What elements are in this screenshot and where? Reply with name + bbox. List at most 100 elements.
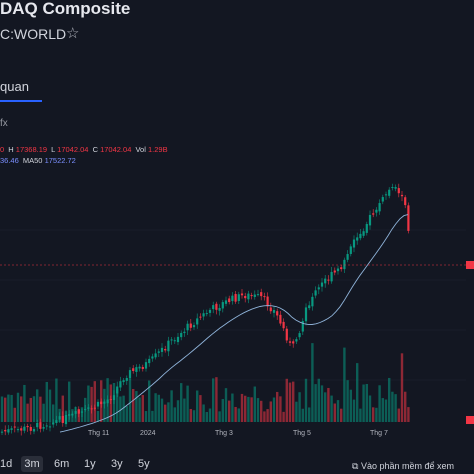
candle-body	[378, 203, 381, 212]
candle-body	[208, 309, 212, 313]
candle-body	[4, 429, 7, 432]
candle-body	[58, 416, 61, 420]
volume-bar	[176, 400, 180, 422]
volume-bar	[160, 398, 164, 422]
star-icon[interactable]: ☆	[66, 25, 80, 42]
candle-body	[240, 293, 244, 296]
external-link[interactable]: ⧉ Vào phần mềm để xem	[352, 461, 454, 472]
volume-bar	[314, 384, 317, 422]
volume-bar	[208, 408, 212, 422]
external-link-icon: ⧉	[352, 461, 359, 471]
volume-bar	[256, 398, 260, 422]
candle-body	[285, 328, 288, 341]
volume-bar	[384, 399, 388, 422]
volume-bar	[141, 395, 144, 422]
volume-bar	[13, 407, 16, 422]
volume-bar	[16, 392, 20, 422]
candle-body	[170, 339, 173, 341]
volume-bar	[394, 394, 397, 422]
candle-body	[349, 246, 352, 254]
range-1d-button[interactable]: 1d	[0, 458, 13, 470]
volume-bar	[0, 396, 4, 422]
volume-bar	[224, 388, 228, 422]
volume-bar	[372, 407, 375, 422]
volume-bar	[343, 347, 346, 422]
x-label-mar: Thg 3	[215, 430, 233, 437]
candle-body	[272, 310, 276, 313]
price-chart[interactable]: Thg 11 2024 Thg 3 Thg 5 Thg 7	[0, 170, 474, 438]
candle-body	[32, 429, 36, 432]
volume-bar	[173, 407, 176, 422]
candle-body	[135, 367, 138, 372]
volume-bar	[336, 400, 340, 422]
volume-bar	[125, 406, 128, 422]
volume-bar	[29, 397, 32, 422]
candle-body	[388, 189, 391, 196]
range-3y-button[interactable]: 3y	[111, 458, 123, 470]
candle-body	[164, 349, 167, 351]
volume-bar	[212, 378, 215, 422]
candle-body	[250, 295, 253, 297]
volume-bar	[221, 399, 224, 422]
candle-body	[192, 325, 196, 328]
candle-body	[71, 413, 74, 416]
volume-bar	[301, 408, 304, 422]
candle-body	[13, 426, 16, 428]
candle-body	[20, 428, 23, 431]
candle-body	[304, 307, 308, 322]
volume-bar	[260, 400, 263, 422]
range-selector: 1d 3m 6m 1y 3y 5y	[0, 456, 474, 474]
candle-body	[324, 278, 327, 284]
candle-body	[189, 323, 192, 328]
candle-body	[167, 340, 170, 352]
candle-body	[279, 314, 282, 324]
candle-body	[327, 279, 330, 281]
candle-body	[308, 305, 311, 309]
volume-bar	[346, 380, 349, 422]
candle-body	[266, 296, 269, 307]
range-6m-button[interactable]: 6m	[54, 458, 70, 470]
volume-bar	[356, 363, 359, 422]
volume-bar	[400, 353, 404, 422]
volume-bar	[298, 392, 301, 422]
candle-body	[42, 427, 45, 429]
candle-body	[397, 188, 400, 194]
volume-bar	[157, 394, 160, 422]
volume-bar	[231, 393, 234, 422]
volume-bar	[324, 392, 327, 422]
volume-bar	[237, 408, 240, 422]
candle-body	[29, 427, 32, 431]
candle-body	[288, 341, 292, 343]
volume-bar	[20, 396, 23, 422]
volume-bar	[205, 411, 208, 422]
volume-bar	[55, 378, 58, 422]
volume-bar	[266, 409, 269, 422]
volume-bar	[87, 385, 90, 422]
candle-body	[119, 381, 122, 388]
candle-body	[64, 415, 68, 425]
low-value: 17042.04	[57, 145, 89, 154]
candle-body	[215, 303, 218, 310]
volume-bar	[68, 381, 71, 422]
volume-bar	[320, 385, 324, 422]
range-3m-button[interactable]: 3m	[21, 456, 43, 472]
volume-bar	[215, 377, 218, 422]
volume-bar	[192, 410, 196, 422]
candle-body	[372, 213, 375, 215]
candle-body	[368, 214, 372, 226]
candle-body	[244, 295, 247, 299]
tab-overview[interactable]: quan	[0, 79, 29, 94]
volume-bar	[199, 395, 202, 422]
range-5y-button[interactable]: 5y	[138, 458, 150, 470]
volume-bar	[333, 403, 336, 422]
candle-body	[144, 362, 148, 369]
close-key: C	[92, 145, 98, 154]
candle-body	[295, 339, 298, 342]
fx-icon[interactable]: fx	[0, 118, 8, 129]
candle-body	[234, 294, 237, 302]
volume-bar	[96, 410, 100, 422]
candle-body	[394, 187, 397, 189]
volume-bar	[4, 397, 7, 422]
range-1y-button[interactable]: 1y	[84, 458, 96, 470]
candle-body	[84, 408, 87, 410]
